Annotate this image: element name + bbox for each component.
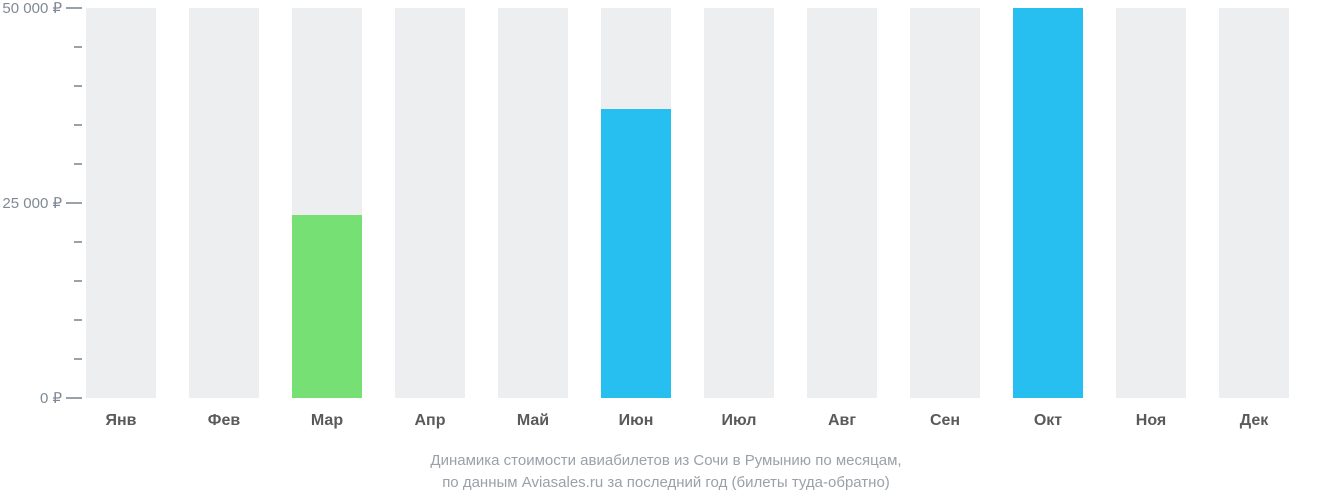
x-axis-label: Окт	[1013, 412, 1083, 430]
y-tick-major: 50 000 ₽	[0, 0, 86, 17]
y-axis: 50 000 ₽25 000 ₽0 ₽	[0, 8, 86, 398]
x-axis-label: Июл	[704, 412, 774, 430]
bar-slot	[1116, 8, 1186, 398]
bar-slot	[498, 8, 568, 398]
caption-line-2: по данным Aviasales.ru за последний год …	[0, 474, 1332, 491]
bar-slot	[704, 8, 774, 398]
y-tick-mark	[66, 397, 82, 399]
x-axis-label: Мар	[292, 412, 362, 430]
bar-value	[1013, 8, 1083, 398]
y-tick-mark	[74, 319, 82, 321]
x-axis-label: Фев	[189, 412, 259, 430]
x-axis-label: Сен	[910, 412, 980, 430]
y-tick-label: 25 000 ₽	[0, 194, 62, 212]
y-tick-mark	[74, 46, 82, 48]
y-tick-minor	[0, 272, 86, 290]
y-tick-major: 0 ₽	[0, 389, 86, 407]
bar-background	[704, 8, 774, 398]
x-axis-label: Авг	[807, 412, 877, 430]
y-tick-minor	[0, 77, 86, 95]
y-tick-mark	[74, 163, 82, 165]
bar-background	[395, 8, 465, 398]
y-tick-mark	[74, 85, 82, 87]
y-tick-label: 50 000 ₽	[0, 0, 62, 17]
bar-background	[86, 8, 156, 398]
bar-slot	[807, 8, 877, 398]
y-tick-mark	[74, 124, 82, 126]
y-tick-label: 0 ₽	[0, 389, 62, 407]
y-tick-minor	[0, 155, 86, 173]
x-axis-label: Янв	[86, 412, 156, 430]
bar-background	[807, 8, 877, 398]
y-tick-major: 25 000 ₽	[0, 194, 86, 212]
y-tick-mark	[74, 358, 82, 360]
bar-slot	[86, 8, 156, 398]
x-axis-label: Апр	[395, 412, 465, 430]
bar-slot	[189, 8, 259, 398]
caption-line-1: Динамика стоимости авиабилетов из Сочи в…	[0, 452, 1332, 469]
y-tick-minor	[0, 233, 86, 251]
y-tick-minor	[0, 350, 86, 368]
bar-slot	[1219, 8, 1289, 398]
bar-background	[1219, 8, 1289, 398]
bar-value	[292, 215, 362, 398]
bar-background	[189, 8, 259, 398]
bar-slot	[910, 8, 980, 398]
bar-slot	[601, 8, 671, 398]
bar-slot	[292, 8, 362, 398]
x-axis-label: Ноя	[1116, 412, 1186, 430]
bar-background	[498, 8, 568, 398]
plot-area	[86, 8, 1322, 398]
x-axis: Янв Фев Мар Апр Май Июн Июл Авг Сен Окт Ноя Дек	[86, 398, 1322, 438]
bar-background	[1116, 8, 1186, 398]
y-tick-mark	[66, 202, 82, 204]
bar-slot	[395, 8, 465, 398]
x-axis-label: Дек	[1219, 412, 1289, 430]
y-tick-minor	[0, 311, 86, 329]
y-tick-mark	[74, 280, 82, 282]
y-tick-minor	[0, 116, 86, 134]
bar-background	[910, 8, 980, 398]
y-tick-mark	[74, 241, 82, 243]
x-axis-label: Май	[498, 412, 568, 430]
bar-slot	[1013, 8, 1083, 398]
price-chart: 50 000 ₽25 000 ₽0 ₽ ЯнвФевМарАпрМайИюнИю…	[0, 0, 1332, 502]
bar-value	[601, 109, 671, 398]
x-axis-label: Июн	[601, 412, 671, 430]
y-tick-mark	[66, 7, 82, 9]
y-tick-minor	[0, 38, 86, 56]
